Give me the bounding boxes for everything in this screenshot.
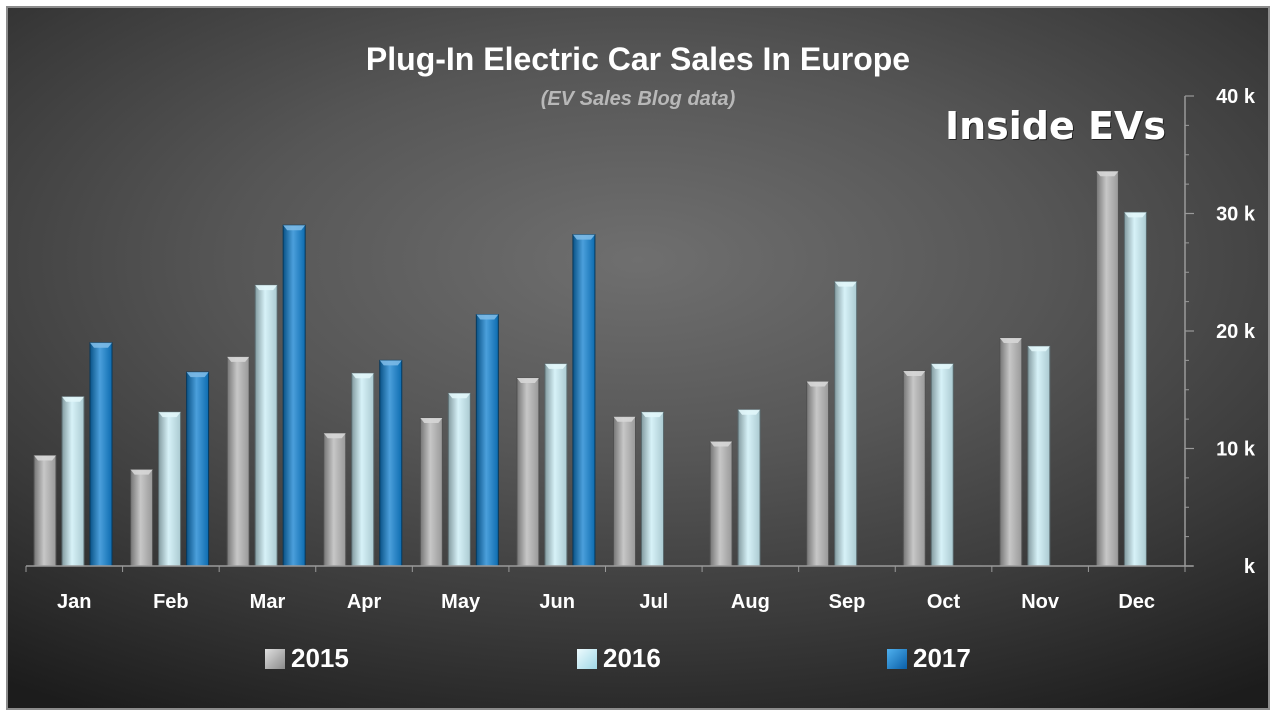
bar-2016-may: [447, 392, 471, 567]
legend-label-2015: 2015: [291, 643, 349, 673]
bar-2017-jan: [89, 342, 113, 567]
x-tick-label: Feb: [153, 591, 189, 613]
bar-2016-oct: [930, 363, 954, 567]
y-tick-label: 40 k: [1216, 86, 1256, 108]
chart-title: Plug-In Electric Car Sales In Europe: [365, 41, 911, 77]
axis-layer: Jan Feb Mar Apr May Jun Jul Aug Sep Oct Nov Dec 40 k…: [25, 86, 1256, 613]
legend-swatch-2015: [265, 648, 285, 669]
bar-2015-apr: [323, 432, 347, 567]
x-tick-label: Nov: [1021, 591, 1060, 613]
inside-evs-logo: Inside EVs: [944, 104, 1166, 148]
bar-2015-jan: [33, 455, 57, 567]
legend-label-2016: 2016: [603, 643, 661, 673]
bar-2015-aug: [709, 440, 733, 567]
bar-2015-dec: [1095, 170, 1119, 567]
x-tick-label: Mar: [250, 591, 286, 613]
legend-swatch-2017: [887, 648, 907, 669]
bar-2015-may: [419, 417, 443, 567]
bar-2017-jun: [572, 234, 596, 567]
bar-2017-may: [475, 314, 499, 567]
y-tick-label: 20 k: [1216, 321, 1256, 343]
bar-2016-nov: [1027, 345, 1051, 567]
x-tick-label: Sep: [829, 591, 866, 613]
legend: 2015 2016 2017: [0, 643, 1280, 677]
bars-layer: [33, 170, 1147, 567]
chart-panel: Plug-In Electric Car Sales In Europe (EV…: [6, 6, 1270, 710]
bar-2016-aug: [737, 409, 761, 567]
x-tick-label: Apr: [347, 591, 382, 613]
x-tick-label: Oct: [927, 591, 961, 613]
bar-2015-jun: [516, 377, 540, 567]
bar-2017-feb: [186, 371, 210, 567]
bar-2016-sep: [834, 281, 858, 567]
legend-item-2016: 2016: [577, 643, 661, 674]
bar-2015-oct: [902, 370, 926, 567]
bar-2015-sep: [806, 381, 830, 567]
bar-2016-dec: [1123, 211, 1147, 567]
chart-subtitle: (EV Sales Blog data): [540, 88, 736, 110]
bar-2015-nov: [999, 337, 1023, 567]
x-tick-label: Jun: [539, 591, 575, 613]
bar-2016-jun: [544, 363, 568, 567]
y-tick-label: 10 k: [1216, 439, 1256, 461]
x-tick-label: May: [441, 591, 481, 613]
bar-2017-mar: [282, 224, 306, 567]
legend-swatch-2016: [577, 648, 597, 669]
bar-2016-mar: [254, 284, 278, 567]
legend-item-2017: 2017: [887, 643, 971, 674]
y-tick-label: 30 k: [1216, 204, 1256, 226]
bar-2015-feb: [130, 469, 154, 567]
x-tick-label: Jan: [57, 591, 91, 613]
bar-2017-apr: [379, 359, 403, 567]
bar-2016-jul: [641, 411, 664, 567]
bar-2016-jan: [61, 396, 85, 567]
bar-2015-mar: [226, 356, 250, 567]
y-tick-label: k: [1244, 556, 1256, 578]
x-tick-label: Dec: [1118, 591, 1155, 613]
legend-item-2015: 2015: [265, 643, 349, 674]
x-tick-label: Aug: [731, 591, 770, 613]
bar-2015-jul: [613, 416, 636, 567]
bar-2016-feb: [158, 411, 182, 567]
bar-2016-apr: [351, 372, 375, 567]
x-tick-label: Jul: [639, 591, 668, 613]
legend-label-2017: 2017: [913, 643, 971, 673]
